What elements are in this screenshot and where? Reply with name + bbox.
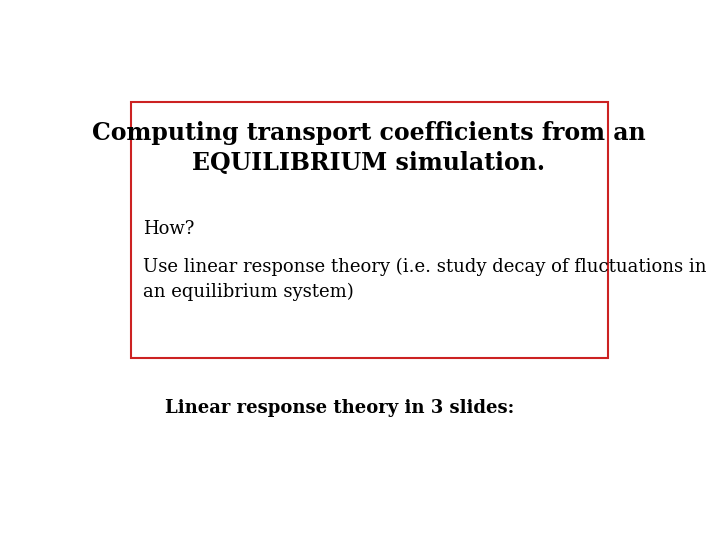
Text: an equilibrium system): an equilibrium system) (143, 282, 354, 301)
FancyBboxPatch shape (131, 102, 608, 358)
Text: Use linear response theory (i.e. study decay of fluctuations in: Use linear response theory (i.e. study d… (143, 258, 706, 275)
Text: EQUILIBRIUM simulation.: EQUILIBRIUM simulation. (192, 151, 546, 174)
Text: Computing transport coefficients from an: Computing transport coefficients from an (92, 122, 646, 145)
Text: How?: How? (143, 220, 194, 238)
Text: Linear response theory in 3 slides:: Linear response theory in 3 slides: (166, 399, 515, 417)
